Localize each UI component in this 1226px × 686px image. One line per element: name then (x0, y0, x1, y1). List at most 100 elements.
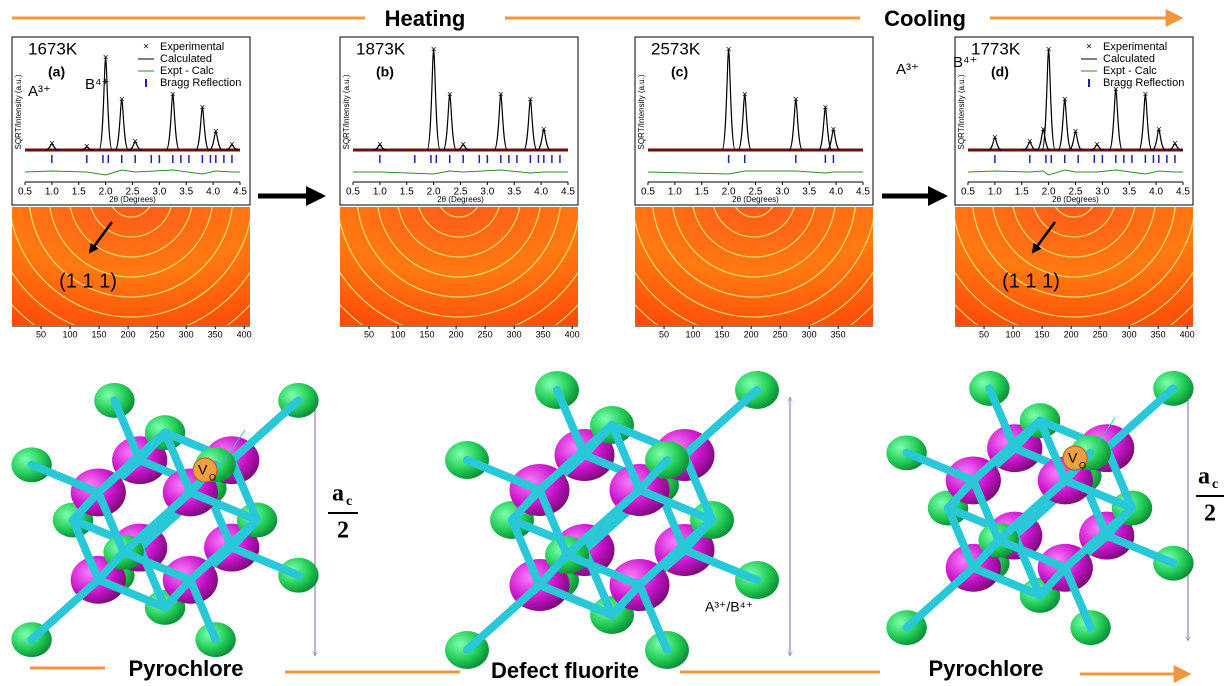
x-tick-label: 3.5 (802, 187, 816, 198)
detector-tick-label: 200 (1064, 329, 1079, 339)
detector-tick-label: 300 (179, 329, 194, 339)
experimental-point: × (447, 90, 453, 101)
bond (1036, 416, 1070, 485)
x-tick-label: 2.0 (427, 187, 441, 198)
bond (535, 486, 571, 559)
x-tick-label: 2.5 (454, 187, 468, 198)
calculated-peak (208, 131, 223, 151)
experimental-point: × (1062, 95, 1068, 106)
panel-label: (b) (376, 64, 394, 80)
calculated-peak (1108, 89, 1123, 151)
bond (463, 581, 544, 654)
bond (94, 488, 128, 557)
bond (635, 486, 716, 524)
detector-image (340, 207, 578, 325)
detector-tick-label: 400 (565, 329, 580, 339)
vacancy-link (216, 429, 246, 471)
bond (119, 488, 195, 557)
calculated-peak (721, 49, 736, 151)
x-tick-label: 1.0 (45, 187, 59, 198)
experimental-point: × (132, 137, 138, 148)
detector-tick-label: 200 (744, 329, 759, 339)
bond (608, 421, 644, 494)
x-axis-label: 2θ (Degrees) (109, 195, 156, 204)
bond (161, 428, 195, 497)
bond (969, 416, 1044, 485)
atom-label: B⁴⁺ (953, 54, 977, 71)
x-tick-label: 0.5 (346, 187, 360, 198)
x-tick-label: 4.0 (206, 187, 220, 198)
panel-label: (d) (991, 64, 1009, 80)
legend-label: Expt - Calc (1103, 65, 1157, 77)
experimental-point: × (460, 140, 466, 151)
x-tick-label: 1.0 (668, 187, 682, 198)
detector-tick-label: 150 (1035, 329, 1050, 339)
bond (608, 581, 644, 619)
legend-symbol: × (143, 42, 149, 53)
bond (1102, 444, 1136, 512)
temperature-label: 1673K (28, 39, 78, 58)
ring (49, 207, 213, 278)
x-tick-label: 3.0 (1095, 187, 1109, 198)
y-axis-label: SQRT/Intensity (a.u.) (342, 74, 351, 149)
experimental-point: × (84, 142, 90, 153)
lattice-symbol: a (1198, 464, 1210, 490)
bond (463, 456, 544, 494)
detector-tick-label: 300 (507, 329, 522, 339)
calculated-peak (788, 99, 803, 151)
bond (119, 548, 195, 584)
y-axis-label: SQRT/Intensity (a.u.) (957, 74, 966, 149)
experimental-point: × (49, 139, 55, 150)
crystal-structure (11, 382, 319, 658)
calculated-peak (818, 107, 833, 151)
x-tick-label: 1.5 (1015, 187, 1029, 198)
detector-tick-label: 100 (391, 329, 406, 339)
bond (1102, 531, 1178, 568)
lattice-subscript: c (1212, 477, 1218, 492)
panel-label: (a) (48, 64, 65, 80)
calculated-peak (165, 94, 180, 151)
experimental-point: × (199, 103, 205, 114)
x-tick-label: 2.0 (99, 187, 113, 198)
difference-curve (647, 170, 863, 175)
ring (635, 218, 873, 318)
bond (27, 460, 103, 497)
diffraction-rings (635, 207, 873, 325)
experimental-point: × (831, 125, 837, 136)
bond (944, 504, 978, 572)
difference-curve (353, 169, 568, 175)
x-tick-label: 2.0 (1042, 187, 1056, 198)
bond (227, 543, 303, 580)
bond (508, 486, 544, 524)
calculated-peak (536, 129, 551, 151)
diffraction-rings (955, 207, 1193, 325)
legend-label: Expt - Calc (160, 65, 214, 77)
bond (27, 575, 103, 644)
experimental-point: × (793, 95, 799, 106)
ring (12, 218, 250, 318)
x-axis-label: 2θ (Degrees) (1052, 195, 1099, 204)
calculated-peak (1168, 143, 1182, 151)
xrd-panel: 0.5 1.0 1.5 2.0 2.5 3.0 3.5 4.0 4.5 2θ (Degrees) S… (634, 36, 874, 339)
x-tick-label: 0.5 (961, 187, 975, 198)
header: Heating Cooling (12, 6, 1184, 31)
experimental-point: × (742, 90, 748, 101)
experimental-point: × (213, 127, 219, 138)
ring (672, 207, 836, 278)
x-tick-label: 3.5 (507, 187, 521, 198)
calculated-peak (1036, 129, 1051, 151)
calculated-peak (195, 107, 210, 151)
detector-tick-label: 200 (121, 329, 136, 339)
detector-tick-label: 150 (715, 329, 730, 339)
temperature-label: 1873K (356, 39, 406, 58)
x-tick-label: 3.5 (179, 187, 193, 198)
bond (553, 386, 589, 459)
calculated-peak (80, 146, 94, 151)
detector-tick-label: 350 (208, 329, 223, 339)
ring (69, 207, 193, 258)
experimental-point: × (498, 90, 504, 101)
experimental-point: × (119, 95, 125, 106)
bond (94, 575, 169, 612)
plot-frame (11, 36, 251, 206)
bond (680, 386, 761, 459)
